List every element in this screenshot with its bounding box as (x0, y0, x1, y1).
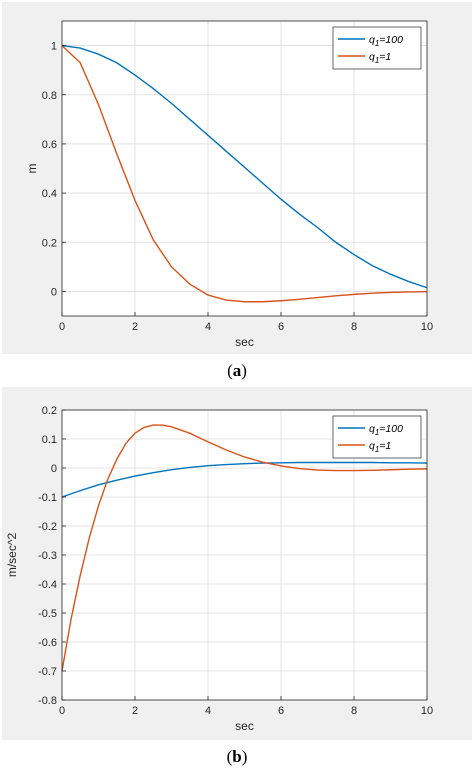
tick-labels: 0 2 4 6 8 10 0 0.2 0.4 0.6 0.8 1 (42, 41, 433, 333)
legend-label-main: q (369, 34, 375, 46)
legend-label-main: q (369, 440, 375, 452)
x-axis-label: sec (235, 719, 254, 733)
y-tick-label: 0.1 (42, 434, 57, 446)
series-line-2 (61, 45, 428, 303)
axes-box (61, 20, 428, 317)
legend-box (332, 26, 422, 70)
grid (61, 21, 428, 316)
legend-label-sub: 1 (375, 56, 379, 65)
y-tick-label: -0.8 (38, 695, 57, 707)
legend-label-tail: =1 (379, 51, 391, 63)
legend-label-sub: 1 (375, 39, 379, 48)
x-tick-label: 2 (132, 321, 138, 333)
y-axis-label: m (25, 164, 39, 174)
y-tick-label: 0 (51, 286, 57, 298)
caption-a: (a) (227, 361, 247, 380)
y-axis-label: m/sec^2 (5, 533, 19, 578)
x-tick-label: 2 (132, 705, 138, 717)
x-tick-label: 0 (59, 321, 65, 333)
y-tick-label: 0.8 (42, 90, 57, 102)
y-tick-label: -0.7 (38, 666, 57, 678)
x-tick-label: 0 (59, 705, 65, 717)
series-line-2 (61, 424, 428, 672)
x-tick-label: 8 (351, 705, 357, 717)
x-tick-label: 8 (351, 321, 357, 333)
series-line-1 (61, 461, 428, 498)
x-tick-label: 4 (205, 705, 211, 717)
x-tick-label: 6 (278, 321, 284, 333)
legend-label-tail: =100 (379, 34, 403, 46)
y-tick-label: -0.6 (38, 637, 57, 649)
x-axis-label: sec (235, 335, 254, 349)
legend-label-2: q1=1 (369, 440, 391, 454)
legend-label-sub: 1 (375, 428, 379, 437)
legend-label-main: q (369, 51, 375, 63)
legend-label-1: q1=100 (369, 423, 403, 437)
y-tick-label: -0.2 (38, 521, 57, 533)
legend-label-1: q1=100 (369, 34, 403, 48)
chart-panel-a: 0 2 4 6 8 10 0 0.2 0.4 0.6 0.8 1 sec m q1=100 q1=1 (2, 2, 472, 354)
legend-label-2: q1=1 (369, 51, 391, 65)
y-tick-label: -0.5 (38, 608, 57, 620)
legend-label-main: q (369, 423, 375, 435)
y-tick-label: 0.2 (42, 237, 57, 249)
series-line-1 (61, 44, 428, 289)
y-tick-label: -0.3 (38, 550, 57, 562)
legend-box (332, 415, 422, 459)
y-tick-label: 0.2 (42, 405, 57, 417)
caption-b: (b) (226, 747, 248, 766)
legend-label-tail: =100 (379, 423, 403, 435)
x-tick-label: 4 (205, 321, 211, 333)
x-tick-label: 10 (421, 321, 433, 333)
tick-labels: 0 2 4 6 8 10-0.8-0.7-0.6-0.5-0.4-0.3-0.2-0.10… (38, 405, 433, 717)
y-tick-label: -0.1 (38, 492, 57, 504)
chart-b: 0 2 4 6 8 10-0.8-0.7-0.6-0.5-0.4-0.3-0.2-0.10… (5, 405, 433, 733)
y-tick-label: 0.4 (42, 188, 57, 200)
y-tick-label: 0.6 (42, 139, 57, 151)
legend-label-tail: =1 (379, 440, 391, 452)
y-tick-label: 1 (51, 41, 57, 53)
chart-panel-b: 0 2 4 6 8 10 -0.8 -0.7 -0.6 -0.5 -0.4 -0.3 -0.2 -0.1 0… (2, 387, 472, 740)
y-tick-label: 0 (51, 463, 57, 475)
y-tick-label: -0.4 (38, 579, 57, 591)
x-tick-label: 10 (421, 705, 433, 717)
x-tick-label: 6 (278, 705, 284, 717)
legend-label-sub: 1 (375, 445, 379, 454)
